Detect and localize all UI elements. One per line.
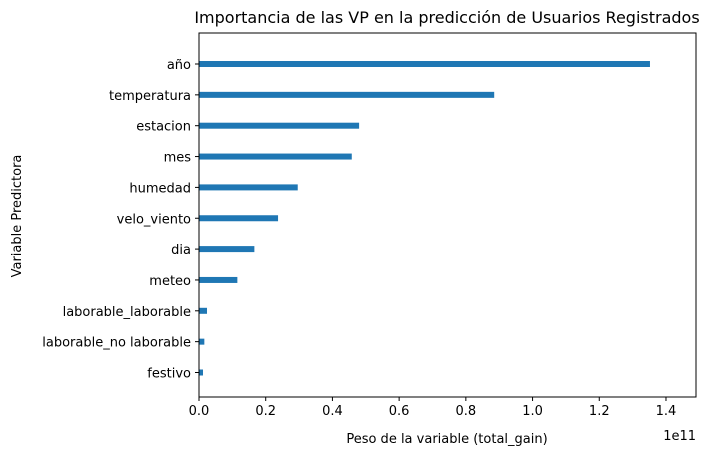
x-tick-label: 0.4 [322,404,343,419]
x-tick-label: 1.2 [589,404,610,419]
x-tick-label: 0.0 [189,404,210,419]
bar-velo-viento [199,215,279,222]
bars-layer [199,61,650,376]
x-axis-label: Peso de la variable (total_gain) [346,432,547,447]
x-axis-offset-label: 1e11 [663,429,696,444]
y-tick-label-estacion: estacion [136,120,191,135]
bar-estacion [199,122,360,129]
chart-title: Importancia de las VP en la predicción d… [194,8,699,27]
x-tick-label: 0.8 [456,404,477,419]
bar-a-o [199,61,650,67]
y-axis-label: Variable Predictora [10,155,25,278]
bar-laborable-laborable [199,307,208,314]
y-tick-label-temperatura: temperatura [109,89,191,104]
y-tick-label-meteo: meteo [149,274,191,289]
y-tick-label-laborable-no-laborable: laborable_no laborable [42,336,191,351]
x-tick-label: 0.2 [255,404,276,419]
y-tick-label-mes: mes [164,151,192,166]
y-tick-label-festivo: festivo [147,367,191,382]
bar-mes [199,153,352,160]
bar-dia [199,246,255,253]
y-tick-label-humedad: humedad [129,181,191,196]
plot-frame [198,32,697,398]
x-axis: 0.0 0.2 0.4 0.6 0.8 1.0 1.2 1.4 [189,397,677,419]
y-tick-label-velo-viento: velo_viento [117,212,191,227]
bar-meteo [199,276,238,283]
y-tick-label-a-o: año [167,58,191,73]
y-axis: año temperatura estacion mes humedad velo_vie… [42,58,199,382]
bar-humedad [199,184,298,191]
y-tick-label-dia: dia [171,243,191,258]
x-tick-label: 1.0 [522,404,543,419]
bar-laborable-no-laborable [199,338,205,345]
x-tick-label: 0.6 [389,404,410,419]
y-tick-label-laborable-laborable: laborable_laborable [63,305,191,320]
bar-festivo [199,369,204,376]
bar-temperatura [199,91,495,98]
x-tick-label: 1.4 [656,404,677,419]
